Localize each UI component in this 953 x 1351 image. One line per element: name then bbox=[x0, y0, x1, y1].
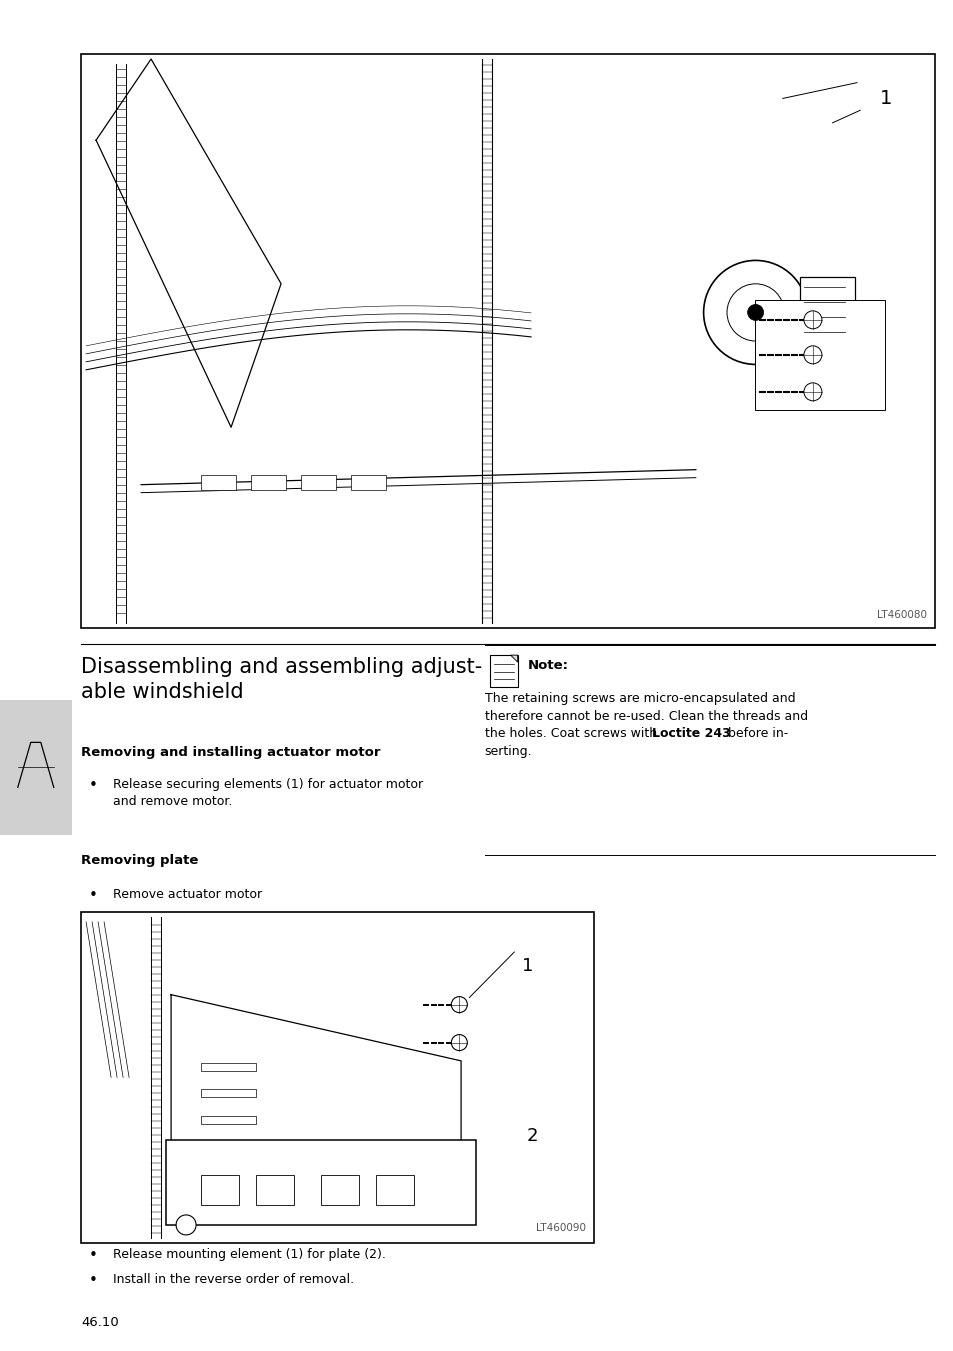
Bar bbox=[255, 1175, 294, 1205]
Bar bbox=[201, 1116, 255, 1124]
Text: Release securing elements (1) for actuator motor
and remove motor.: Release securing elements (1) for actuat… bbox=[113, 778, 423, 808]
Text: •: • bbox=[89, 1273, 98, 1288]
Text: before in-: before in- bbox=[723, 727, 787, 740]
Text: therefore cannot be re-used. Clean the threads and: therefore cannot be re-used. Clean the t… bbox=[484, 709, 807, 723]
Text: Install in the reverse order of removal.: Install in the reverse order of removal. bbox=[113, 1273, 354, 1286]
Circle shape bbox=[703, 261, 807, 365]
Text: 1: 1 bbox=[879, 89, 891, 108]
Bar bbox=[201, 474, 235, 489]
Text: •: • bbox=[89, 778, 98, 793]
Circle shape bbox=[726, 284, 783, 340]
Circle shape bbox=[451, 1035, 467, 1051]
Text: Note:: Note: bbox=[527, 659, 568, 673]
Text: Loctite 243: Loctite 243 bbox=[651, 727, 730, 740]
Text: •: • bbox=[89, 888, 98, 902]
Text: LT460080: LT460080 bbox=[876, 611, 926, 620]
Text: Release mounting element (1) for plate (2).: Release mounting element (1) for plate (… bbox=[113, 1248, 386, 1262]
Bar bbox=[0, 700, 71, 835]
Polygon shape bbox=[510, 655, 517, 662]
Circle shape bbox=[451, 997, 467, 1013]
Text: 46.10: 46.10 bbox=[81, 1316, 119, 1329]
Circle shape bbox=[803, 382, 821, 401]
Text: LT460090: LT460090 bbox=[536, 1223, 586, 1233]
Circle shape bbox=[176, 1215, 196, 1235]
Text: The retaining screws are micro-encapsulated and: The retaining screws are micro-encapsula… bbox=[484, 692, 795, 705]
Circle shape bbox=[803, 311, 821, 328]
Text: Disassembling and assembling adjust-
able windshield: Disassembling and assembling adjust- abl… bbox=[81, 657, 482, 703]
Bar bbox=[81, 54, 934, 628]
Bar bbox=[201, 1089, 255, 1097]
Text: 1: 1 bbox=[522, 957, 533, 975]
Text: Removing and installing actuator motor: Removing and installing actuator motor bbox=[81, 746, 380, 759]
Bar bbox=[166, 1140, 476, 1225]
Text: Remove actuator motor: Remove actuator motor bbox=[113, 888, 262, 901]
Bar bbox=[375, 1175, 414, 1205]
Bar bbox=[351, 474, 386, 489]
Bar bbox=[754, 300, 884, 409]
Text: Removing plate: Removing plate bbox=[81, 854, 198, 867]
Text: •: • bbox=[89, 1248, 98, 1263]
Bar bbox=[489, 655, 517, 688]
Circle shape bbox=[803, 346, 821, 363]
Bar bbox=[201, 1063, 255, 1071]
Bar bbox=[799, 277, 854, 347]
Bar bbox=[301, 474, 335, 489]
Text: the holes. Coat screws with: the holes. Coat screws with bbox=[484, 727, 660, 740]
Text: 2: 2 bbox=[526, 1127, 537, 1146]
Bar bbox=[201, 1175, 239, 1205]
Circle shape bbox=[747, 304, 762, 320]
Bar bbox=[81, 912, 594, 1243]
Bar bbox=[251, 474, 286, 489]
Bar bbox=[321, 1175, 358, 1205]
Text: serting.: serting. bbox=[484, 744, 532, 758]
